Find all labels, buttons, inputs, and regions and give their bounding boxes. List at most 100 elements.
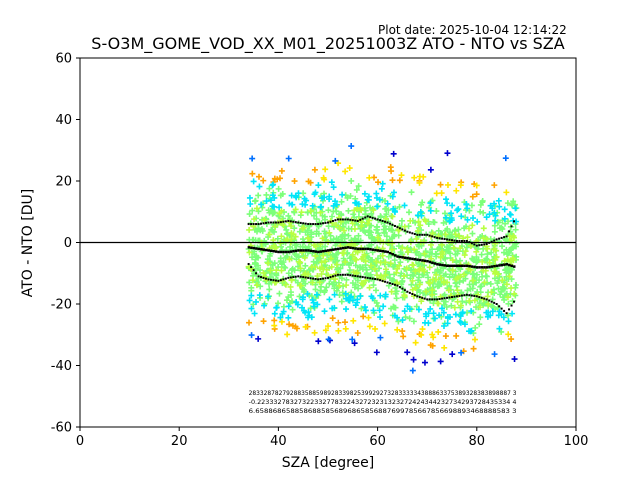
stat-line-point (339, 247, 342, 250)
stat-line-point (262, 248, 266, 251)
stat-line-point (252, 246, 256, 250)
stat-line-point (277, 250, 280, 254)
stat-line-point (371, 248, 375, 251)
stat-line-point (433, 236, 436, 239)
stat-line-point (294, 249, 298, 253)
stat-line-point (289, 276, 292, 279)
stat-line-point (287, 219, 290, 222)
stat-line-point (319, 278, 322, 281)
stat-line-point (416, 295, 419, 298)
stat-line-point (505, 263, 509, 266)
stat-line-point (490, 300, 493, 303)
stat-line-point (478, 266, 481, 269)
stat-line-point (384, 250, 387, 253)
stat-line-point (488, 241, 491, 244)
stat-line-point (262, 222, 265, 225)
stat-line-point (508, 263, 511, 267)
stat-line-point (282, 278, 285, 281)
stat-line-point (269, 221, 272, 224)
stat-line-point (421, 259, 424, 262)
stat-line-point (393, 254, 397, 257)
stat-line-point (267, 221, 270, 224)
scatter-point-group (246, 178, 520, 335)
stat-line-point (473, 294, 476, 297)
stat-line-point (443, 264, 447, 267)
stat-line-point (356, 219, 359, 222)
stat-line-point (483, 243, 486, 246)
stat-line-point (406, 230, 409, 233)
stat-line-point (304, 222, 307, 225)
stat-line-point (314, 223, 317, 226)
stat-line-point (431, 235, 434, 238)
stat-line-point (495, 238, 498, 241)
bin-annotation-row: 2833287827928835885989283398253992927328… (249, 390, 517, 397)
stat-line-point (331, 275, 334, 278)
stat-line-point (282, 250, 285, 254)
stat-line-point (441, 263, 444, 267)
stat-line-point (389, 222, 391, 225)
stat-line-point (255, 223, 258, 226)
stat-line-point (393, 224, 396, 227)
stat-line-point (302, 249, 305, 252)
stat-line-point (384, 220, 387, 223)
stat-line-point (418, 258, 422, 262)
stat-line-point (304, 249, 308, 252)
stat-line-point (344, 246, 347, 249)
y-tick-label: 60 (55, 52, 72, 67)
stat-line-point (294, 221, 297, 224)
stat-line-point (371, 216, 374, 219)
stat-line-point (272, 279, 275, 282)
stat-line-point (309, 223, 312, 226)
stat-line-point (503, 309, 506, 312)
stat-line-point (413, 258, 417, 261)
stat-line-point (465, 264, 469, 268)
stat-line-point (426, 259, 429, 263)
stat-line-point (351, 219, 354, 222)
bin-annotation-row: 6.65886865885868858568968658568876997856… (249, 408, 517, 415)
stat-line-point (366, 215, 369, 218)
stat-line-point (374, 248, 377, 252)
stat-line-point (279, 221, 282, 224)
stat-line-point (513, 220, 515, 223)
stat-line-point (416, 233, 419, 236)
stat-line-point (386, 250, 390, 254)
stat-line-point (470, 265, 474, 268)
stat-line-point (361, 276, 364, 279)
stat-line-point (473, 265, 476, 269)
scatter-point-group (255, 150, 518, 366)
stat-line-point (354, 219, 357, 222)
stat-line-point (438, 263, 442, 266)
stat-line-point (391, 253, 394, 256)
stat-line-point (443, 238, 446, 241)
stat-line-point (292, 220, 295, 223)
stat-line-point (513, 265, 516, 268)
stat-line-point (495, 264, 499, 268)
stat-line-point (381, 249, 385, 253)
stat-line-point (274, 250, 278, 253)
stat-line-point (250, 266, 253, 269)
stat-line-point (307, 249, 310, 252)
stat-line-point (257, 275, 260, 278)
stat-line-point (361, 247, 365, 251)
stat-line-point (366, 276, 369, 279)
stat-line-point (341, 273, 344, 276)
stat-line-point (418, 296, 421, 299)
stat-line-point (423, 297, 426, 300)
stat-line-point (401, 256, 404, 259)
stat-line-point (453, 239, 456, 242)
stat-line-point (366, 247, 370, 251)
stat-line-point (346, 246, 350, 249)
stat-line-point (250, 223, 253, 226)
stat-line-point (468, 294, 471, 297)
stat-line-point (250, 246, 253, 249)
x-axis-label: SZA [degree] (282, 455, 375, 471)
stat-line-point (493, 301, 496, 304)
y-tick-label: -60 (51, 421, 72, 436)
stat-line-point (498, 237, 501, 240)
stat-line-point (403, 289, 406, 292)
stat-line-point (490, 265, 494, 268)
stat-line-point (287, 250, 290, 254)
stat-line-point (255, 272, 258, 275)
stat-line-point (485, 266, 489, 269)
stat-line-point (483, 266, 486, 269)
